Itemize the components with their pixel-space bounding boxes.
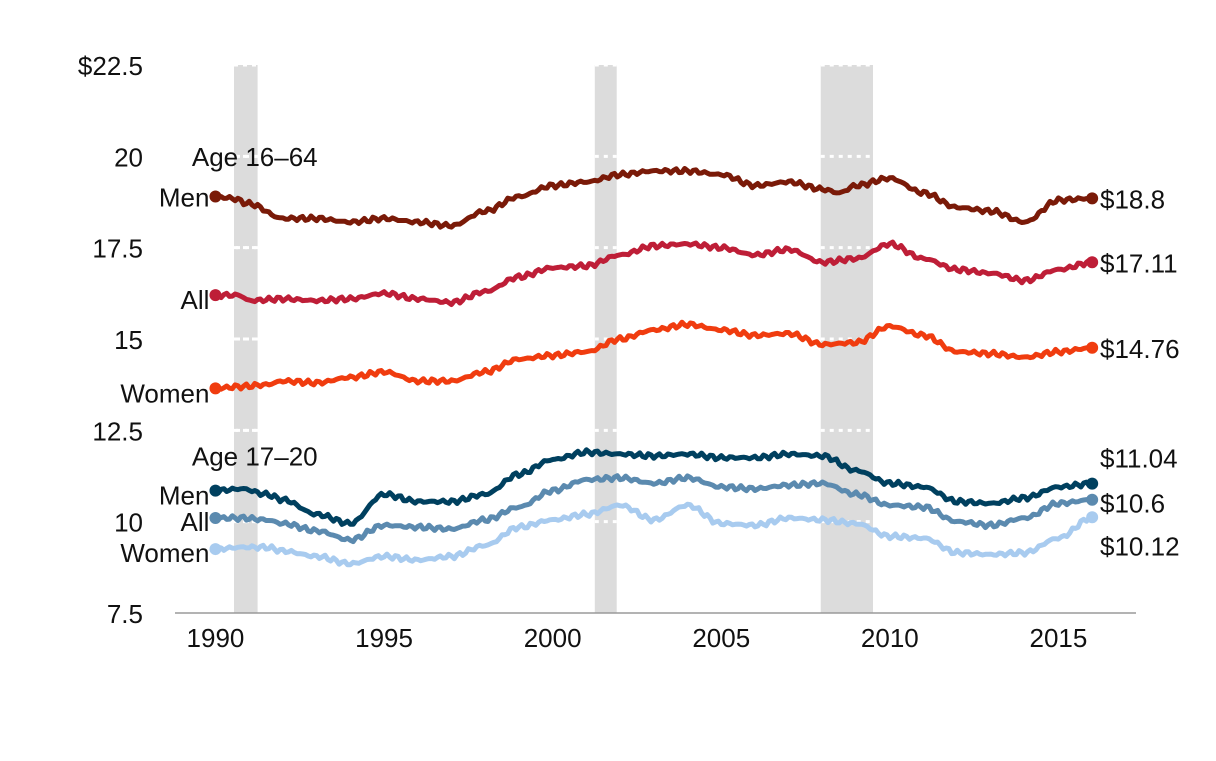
series-line-age16-64-men xyxy=(215,166,1093,230)
series-end-label-age16-64-women: $14.76 xyxy=(1100,334,1180,364)
series-end-point-age16-64-all xyxy=(1086,256,1099,269)
series-end-point-age17-20-all xyxy=(1086,493,1099,506)
recession-shading xyxy=(234,65,873,613)
series-line-age17-20-women xyxy=(214,501,1093,568)
y-axis-ticks: $22.5 20 17.5 15 12.5 10 7.5 xyxy=(78,51,143,629)
group-label-1: Age 16–64 xyxy=(192,142,318,172)
series-end-label-age16-64-all: $17.11 xyxy=(1100,248,1178,278)
x-tick-label: 2005 xyxy=(692,623,750,653)
y-tick-label: 10 xyxy=(114,508,143,538)
series-end-point-age16-64-men xyxy=(1086,192,1099,205)
series-name-label-age16-64-men: Men xyxy=(159,183,210,213)
y-tick-label: 15 xyxy=(114,325,143,355)
series-end-label-age17-20-men: $11.04 xyxy=(1100,444,1178,474)
series-name-label-age17-20-men: Men xyxy=(159,481,210,511)
series-name-label-age16-64-women: Women xyxy=(120,378,209,408)
x-tick-label: 1995 xyxy=(355,623,413,653)
x-tick-label: 2015 xyxy=(1030,623,1088,653)
series-name-label-age17-20-all: All xyxy=(181,507,210,537)
series-name-label-age16-64-all: All xyxy=(181,285,210,315)
series-end-point-age17-20-women xyxy=(1086,511,1099,524)
y-tick-label: $22.5 xyxy=(78,51,143,81)
y-tick-label: 7.5 xyxy=(107,599,143,629)
series-end-point-age17-20-men xyxy=(1086,477,1099,490)
series-name-label-age17-20-women: Women xyxy=(120,538,209,568)
series-line-age16-64-women xyxy=(215,319,1093,392)
series-end-point-age16-64-women xyxy=(1086,341,1099,354)
series-end-label-age17-20-all: $10.6 xyxy=(1100,489,1165,519)
series-end-label-age16-64-men: $18.8 xyxy=(1100,184,1165,214)
y-tick-label: 12.5 xyxy=(92,416,143,446)
y-tick-label: 17.5 xyxy=(92,234,143,264)
y-tick-label: 20 xyxy=(114,142,143,172)
series-start-point-age16-64-men xyxy=(209,190,222,203)
series-start-point-age17-20-women xyxy=(209,543,222,556)
series-line-age16-64-all xyxy=(214,239,1094,307)
x-tick-label: 2010 xyxy=(861,623,919,653)
series-start-point-age17-20-all xyxy=(209,512,222,525)
x-axis-ticks: 1990 1995 2000 2005 2010 2015 xyxy=(187,623,1088,653)
series-end-label-age17-20-women: $10.12 xyxy=(1100,531,1180,561)
series-start-point-age17-20-men xyxy=(209,484,222,497)
x-tick-label: 2000 xyxy=(524,623,582,653)
series-start-point-age16-64-all xyxy=(209,289,222,302)
series-start-point-age16-64-women xyxy=(209,382,222,395)
series-line-age17-20-all xyxy=(214,473,1093,545)
group-label-2: Age 17–20 xyxy=(192,442,318,472)
x-tick-label: 1990 xyxy=(187,623,245,653)
series-lines xyxy=(209,166,1099,568)
series-labels: Men $18.8 All $17.11 Women $14.76 Men $11.04 All… xyxy=(120,142,1179,568)
series-line-age17-20-men xyxy=(213,447,1094,527)
